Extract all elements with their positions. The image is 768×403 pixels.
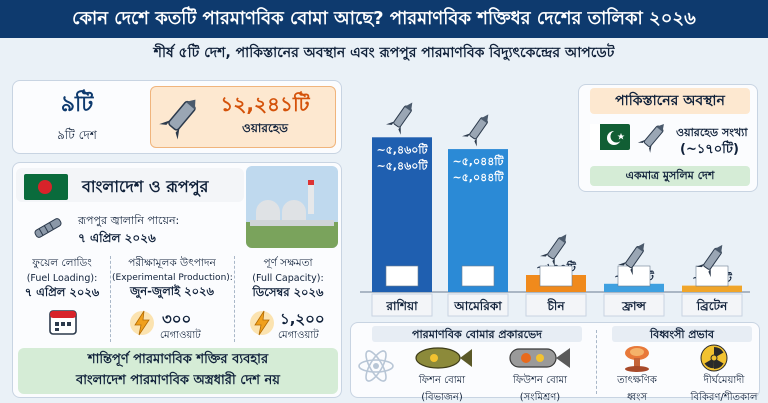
peaceful-use-line1: শান্তিপূর্ণ পারমাণবিক শক্তির ব্যবহার [87, 352, 269, 367]
fusion-label-line1: ফিউশন বোমা [513, 375, 567, 386]
long-term-line2: বিকিরণ/শীতকাল [690, 392, 758, 403]
missile-icon [159, 99, 196, 140]
crescent-star-icon [607, 130, 625, 145]
calendar-icon [49, 310, 77, 335]
experimental-mw-unit: মেগাওয়াট [160, 330, 201, 341]
chart-value-label: ~৫,০৪৪টি [452, 154, 504, 168]
chart-category-box [447, 293, 509, 317]
fission-bomb-icon [415, 347, 472, 369]
experimental-column: পরীক্ষামূলক উৎপাদন (Experimental Product… [112, 256, 233, 302]
fuel-loading-column: ফুয়েল লোডিং (Fuel Loading): ৭ এপ্রিল ২০… [16, 256, 108, 303]
chart-category-label: চীন [546, 298, 565, 313]
country-flag-icon [385, 265, 419, 287]
full-capacity-title: পূর্ণ সক্ষমতা [263, 257, 313, 269]
long-term-line1: দীর্ঘমেয়াদী [703, 375, 745, 386]
instant-line2: ধ্বংস [626, 392, 648, 403]
instant-line1: তাৎক্ষণিক [617, 375, 657, 386]
full-capacity-date: ডিসেম্বর ২০২৬ [252, 285, 324, 299]
missile-icon [540, 234, 567, 267]
missile-icon [696, 244, 723, 278]
fuel-info-line2: ৭ এপ্রিল ২০২৬ [78, 231, 156, 245]
fuel-loading-title: ফুয়েল লোডিং [32, 257, 92, 269]
chart-category-label: ব্রিটেন [696, 298, 728, 313]
chart-category-box [681, 293, 743, 317]
chart-bar [682, 285, 742, 292]
country-flag-icon [617, 265, 651, 287]
page-subtitle: শীর্ষ ৫টি দেশ, পাকিস্তানের অবস্থান এবং র… [153, 45, 615, 61]
fuel-loading-en: (Fuel Loading): [26, 273, 98, 284]
experimental-date: জুন-জুলাই ২০২৬ [129, 284, 214, 298]
warhead-bar-chart: ~৫,৪৬০টি ~৫,৪৬০টি রাশিয়া ~৫,০৪৪টি ~৫,০৪৪টি আ… [360, 102, 750, 317]
fusion-label-line2: (সংমিশ্রণ) [519, 392, 561, 403]
full-capacity-en: (Full Capacity): [252, 273, 324, 284]
pakistan-title: পাকিস্তানের অবস্থান [590, 88, 750, 114]
column-divider [234, 256, 235, 342]
chart-category-box [371, 293, 433, 317]
fission-label: ফিশন বোমা (বিভাজন) [406, 373, 478, 403]
missile-icon [618, 243, 645, 276]
bomb-types-title: পারমাণবিক বোমার প্রকারভেদ [372, 326, 582, 342]
chart-category-label: ফ্রান্স [621, 299, 646, 313]
full-capacity-column: পূর্ণ সক্ষমতা (Full Capacity): ডিসেম্বর … [236, 256, 340, 303]
country-flag-icon [461, 265, 495, 287]
chart-value-label-repeat: ~৫,০৪৪টি [452, 170, 504, 184]
chart-category-label: আমেরিকা [453, 298, 502, 313]
effects-title: বিধ্বংসী প্রভাব [612, 326, 752, 342]
pakistan-warhead-label: ওয়ারহেড সংখ্যা [676, 126, 748, 139]
country-flag-icon [539, 265, 573, 287]
pakistan-flag-stripe [590, 124, 600, 150]
fission-label-line1: ফিশন বোমা [418, 375, 466, 386]
missile-icon [637, 123, 664, 153]
experimental-title: পরীক্ষামূলক উৎপাদন [128, 257, 216, 269]
missile-icon [462, 114, 489, 147]
power-plant-image [246, 166, 338, 248]
warheads-value: ১২,২৪১টি [220, 92, 310, 116]
peaceful-use-line2: বাংলাদেশ পারমাণবিক অস্ত্রধারী দেশ নয় [76, 373, 280, 388]
chart-category-box [525, 293, 587, 317]
column-divider [110, 256, 111, 342]
atom-icon [358, 350, 394, 382]
experimental-mw-value: ৩০০ [162, 310, 192, 328]
page-title: কোন দেশে কতটি পারমাণবিক বোমা আছে? পারমাণ… [0, 0, 768, 38]
fuel-rod-icon [34, 218, 62, 238]
mushroom-cloud-icon [625, 346, 649, 372]
pakistan-warhead-count: (~১৭০টি) [680, 142, 739, 157]
long-term-label: দীর্ঘমেয়াদী বিকিরণ/শীতকাল [684, 373, 764, 403]
fuel-loading-date: ৭ এপ্রিল ২০২৬ [24, 285, 100, 299]
countries-block: ৯টি ৯টি দেশ [22, 88, 132, 146]
experimental-en: (Experimental Production): [112, 273, 233, 283]
pakistan-footer: একমাত্র মুসলিম দেশ [590, 166, 750, 186]
fusion-label: ফিউশন বোমা (সংমিশ্রণ) [502, 373, 578, 403]
radiation-icon [700, 344, 728, 372]
lightning-icon [250, 310, 274, 336]
bangladesh-flag-disc [38, 180, 52, 194]
fusion-bomb-icon [509, 348, 570, 368]
full-capacity-mw-value: ১,২০০ [280, 310, 325, 328]
lightning-icon [130, 310, 154, 336]
bangladesh-title: বাংলাদেশ ও রূপপুর [82, 177, 209, 196]
chart-value-label: ~৫,৪৬০টি [376, 142, 428, 156]
instant-destruction-label: তাৎক্ষণিক ধ্বংস [608, 373, 666, 403]
chart-category-label: রাশিয়া [385, 298, 418, 313]
peaceful-use-banner: শান্তিপূর্ণ পারমাণবিক শক্তির ব্যবহার বাং… [18, 348, 338, 394]
fission-label-line2: (বিভাজন) [421, 392, 463, 403]
full-capacity-mw-unit: মেগাওয়াট [278, 330, 319, 341]
warheads-label: ওয়ারহেড [242, 121, 288, 135]
chart-category-box [603, 293, 665, 317]
country-flag-icon [695, 265, 729, 287]
chart-bar [604, 283, 664, 292]
fuel-info-line1: রূপপুর জ্বালানি পায়েন: [78, 214, 180, 227]
chart-value-label-repeat: ~৫,৪৬০টি [376, 158, 428, 172]
missile-icon [386, 102, 413, 135]
section-divider [596, 330, 597, 394]
countries-label: ৯টি দেশ [57, 128, 97, 142]
countries-value: ৯টি [60, 92, 94, 117]
